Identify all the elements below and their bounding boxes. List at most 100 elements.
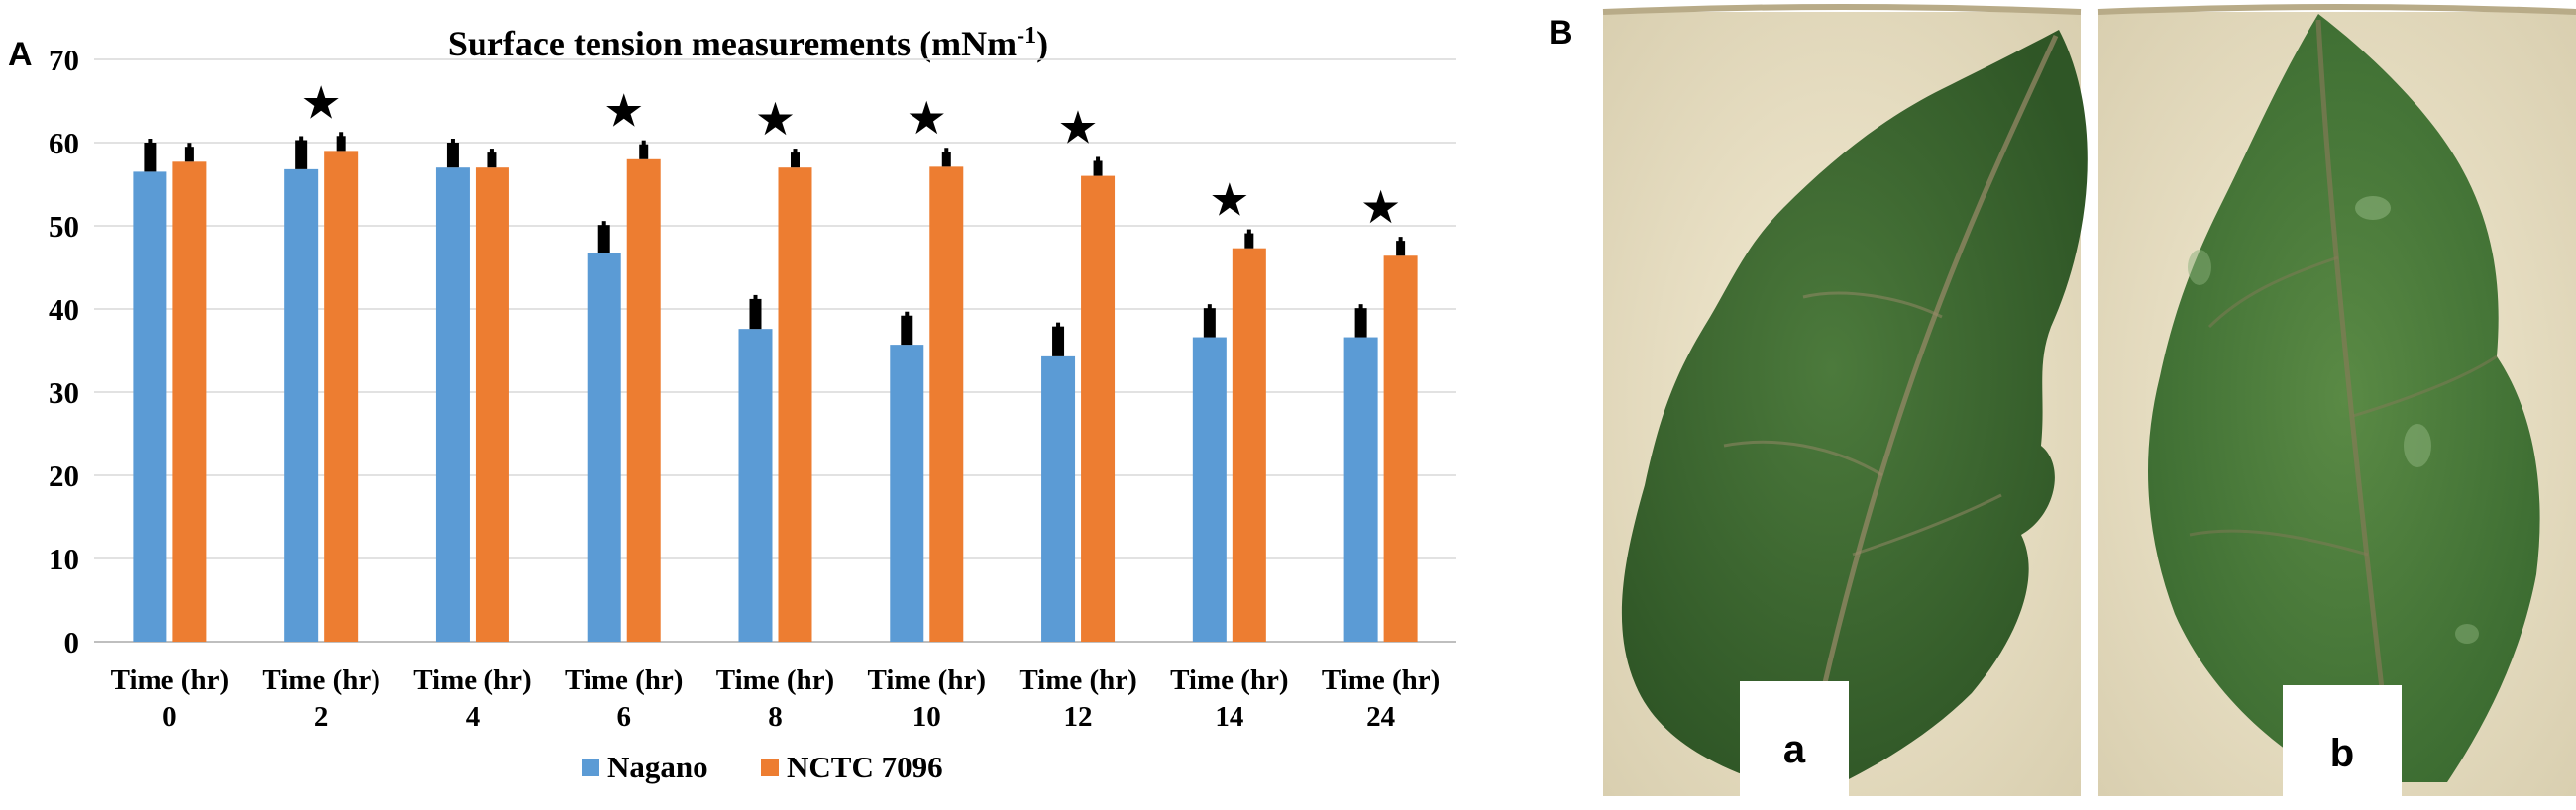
photo-b-leaf <box>2148 14 2540 782</box>
error-bar <box>639 144 649 159</box>
significance-star: ★ <box>907 91 947 145</box>
error-bar <box>295 140 308 169</box>
photo-b-water-droplet <box>2355 196 2391 220</box>
bar-nctc-7096 <box>1081 175 1116 642</box>
x-tick-label-line1: Time (hr) <box>716 664 834 696</box>
significance-star: ★ <box>755 92 796 146</box>
x-tick-label-line2: 24 <box>1366 701 1395 733</box>
photo-b-leaf-vein <box>2352 354 2498 418</box>
error-bar-cap <box>1398 237 1403 244</box>
y-tick-label: 30 <box>49 375 79 410</box>
legend-swatch-nctc-7096 <box>761 759 779 776</box>
y-tick-label: 50 <box>49 209 79 244</box>
error-bar <box>487 152 497 168</box>
error-bar <box>1052 326 1065 356</box>
x-tick-label-line1: Time (hr) <box>1170 664 1288 696</box>
bar-nagano <box>890 345 924 642</box>
photo-b-label: b <box>2330 732 2354 775</box>
error-bar <box>1093 160 1103 176</box>
error-bar <box>749 298 762 330</box>
bar-nctc-7096 <box>1383 255 1418 642</box>
x-tick-label-line2: 4 <box>466 701 481 733</box>
x-tick-label-line2: 8 <box>768 701 783 733</box>
photo-a-leaf-midrib <box>1800 34 2059 783</box>
bar-nagano <box>1343 337 1378 642</box>
significance-stars: ★ ★ ★ ★ ★ ★ ★ <box>301 75 1402 234</box>
photo-b-water-droplet <box>2455 624 2479 644</box>
error-bars <box>144 132 1406 356</box>
bar-nctc-7096 <box>475 167 509 642</box>
x-tick-label-line2: 6 <box>616 701 631 733</box>
error-bar <box>446 143 459 168</box>
error-bar <box>144 143 157 172</box>
y-tick-label: 40 <box>49 292 79 327</box>
photo-a-label-box <box>1740 681 1849 796</box>
error-bar-cap <box>1358 304 1363 311</box>
x-tick-label-line1: Time (hr) <box>262 664 379 696</box>
bar-nctc-7096 <box>1232 248 1266 642</box>
x-axis-ticks: Time (hr) 0 Time (hr) 2 Time (hr) 4 Time (hr) 6… <box>111 664 1441 733</box>
y-tick-label: 10 <box>49 542 79 576</box>
x-tick-label-line2: 10 <box>912 701 941 733</box>
x-tick-label-line1: Time (hr) <box>111 664 229 696</box>
photo-a-label: a <box>1783 728 1806 771</box>
error-bar <box>336 136 346 152</box>
panel-a-letter: A <box>8 36 33 73</box>
photo-b-water-droplet <box>2404 424 2431 467</box>
photo-a-tray-rim <box>1602 4 2082 15</box>
error-bar-cap <box>944 148 949 154</box>
error-bar-cap <box>1246 229 1251 236</box>
gridlines <box>94 58 1456 643</box>
significance-star: ★ <box>1057 100 1098 153</box>
error-bar-cap <box>641 140 646 147</box>
bar-nagano <box>1041 355 1076 642</box>
y-axis-ticks: 0 10 20 30 40 50 60 70 <box>49 43 79 659</box>
bar-nagano <box>284 168 319 642</box>
y-tick-label: 60 <box>49 126 79 160</box>
significance-star: ★ <box>301 75 342 129</box>
photo-panel: a b <box>1602 4 2576 796</box>
chart-title-superscript: -1 <box>1017 23 1036 49</box>
bar-nctc-7096 <box>778 167 812 642</box>
x-tick-label-line2: 2 <box>314 701 329 733</box>
legend-swatch-nagano <box>582 759 599 776</box>
error-bar-cap <box>450 139 455 145</box>
error-bar <box>941 152 951 167</box>
bar-nctc-7096 <box>626 158 661 643</box>
x-tick-label-line1: Time (hr) <box>868 664 986 696</box>
x-tick-label-line1: Time (hr) <box>1019 664 1136 696</box>
error-bar <box>791 152 800 168</box>
x-tick-label-line2: 14 <box>1215 701 1243 733</box>
error-bar-cap <box>489 149 494 155</box>
photo-b-leaf-vein <box>2207 255 2339 329</box>
error-bar-cap <box>1096 156 1101 163</box>
bar-nagano <box>1192 337 1227 642</box>
photo-b-water-droplet <box>2188 250 2211 285</box>
bar-nagano <box>133 171 167 642</box>
error-bar-cap <box>299 136 304 143</box>
photo-b-leaf-vein <box>2189 529 2369 557</box>
error-bar-cap <box>601 221 606 228</box>
error-bar-cap <box>148 139 153 145</box>
error-bar <box>1203 308 1216 338</box>
error-bar-cap <box>793 149 798 155</box>
bar-nagano <box>587 253 621 642</box>
error-bar-cap <box>1207 304 1212 311</box>
error-bar-cap <box>905 311 910 318</box>
x-tick-label-line2: 0 <box>162 701 177 733</box>
bars <box>133 151 1418 643</box>
legend: Nagano NCTC 7096 <box>582 750 943 784</box>
error-bar <box>1396 241 1406 256</box>
legend-label: Nagano <box>607 750 708 784</box>
photo-a-leaf-vein <box>1802 291 1943 319</box>
bar-nctc-7096 <box>172 161 207 642</box>
y-tick-label: 0 <box>64 625 80 659</box>
significance-star: ★ <box>1209 173 1249 227</box>
x-tick-label-line1: Time (hr) <box>413 664 531 696</box>
x-tick-label-line1: Time (hr) <box>1322 664 1440 696</box>
error-bar <box>597 225 610 253</box>
error-bar-cap <box>1056 322 1061 329</box>
error-bar-cap <box>753 294 758 301</box>
error-bar-cap <box>339 132 344 139</box>
